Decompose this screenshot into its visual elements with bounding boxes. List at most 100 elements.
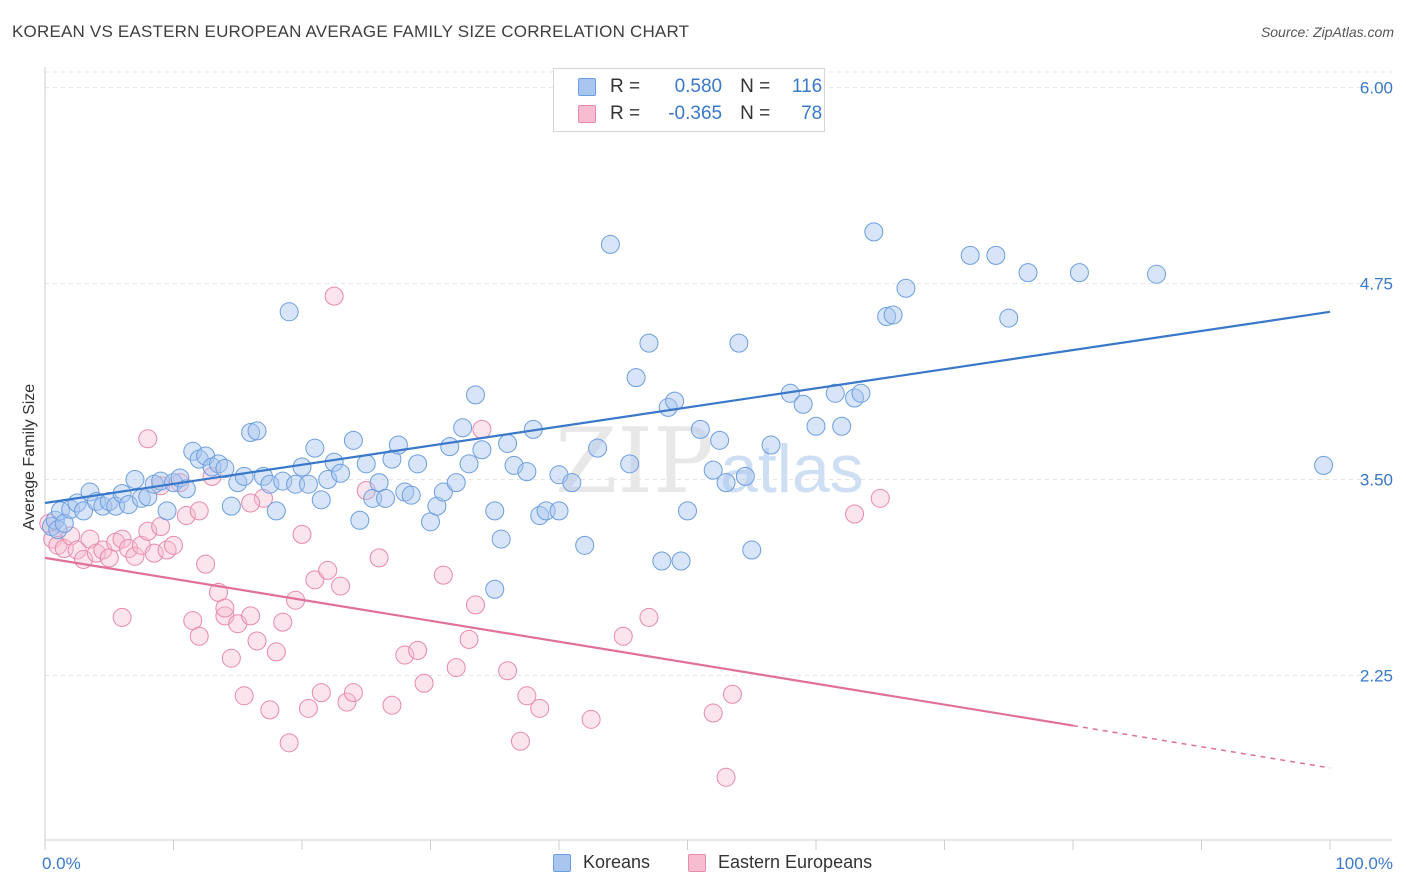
eastern-point <box>67 540 87 560</box>
eastern-point <box>343 683 363 703</box>
eastern-point <box>459 629 479 649</box>
korean-point <box>690 419 710 439</box>
korean-point <box>883 305 903 325</box>
eastern-point <box>581 709 601 729</box>
korean-point <box>440 437 460 457</box>
eastern-point <box>292 524 312 544</box>
korean-point <box>376 488 396 508</box>
eastern-point <box>112 529 132 549</box>
eastern-point <box>279 733 299 753</box>
legend-n-value: 116 <box>791 76 823 97</box>
legend: R = 0.580 N = 116 R = -0.365 N = 78 <box>553 68 825 132</box>
eastern-point <box>530 698 550 718</box>
eastern-point <box>234 686 254 706</box>
korean-point <box>588 438 608 458</box>
korean-point <box>356 454 376 474</box>
korean-point <box>183 441 203 461</box>
korean-point <box>896 278 916 298</box>
korean-point <box>292 457 312 477</box>
korean-point <box>382 449 402 469</box>
korean-point <box>742 540 762 560</box>
eastern-point <box>703 703 723 723</box>
korean-point <box>453 418 473 438</box>
korean-point <box>401 485 421 505</box>
eastern-point <box>144 543 164 563</box>
korean-point <box>408 454 428 474</box>
korean-point <box>311 490 331 510</box>
korean-point <box>298 474 318 494</box>
y-axis-label: Average Family Size <box>21 384 38 531</box>
korean-point <box>986 245 1006 265</box>
korean-point <box>832 416 852 436</box>
legend-r-label: R = <box>610 76 641 97</box>
eastern-point <box>189 501 209 521</box>
legend-row-eastern: R = -0.365 N = 78 <box>578 102 822 126</box>
bottom-legend-label: Koreans <box>583 852 651 872</box>
eastern-trend-line <box>44 556 1074 727</box>
korean-point <box>710 430 730 450</box>
legend-r-value: 0.580 <box>674 76 723 97</box>
y-tick-label: 3.50 <box>1360 471 1393 490</box>
legend-swatch-koreans <box>578 78 596 96</box>
korean-point <box>331 463 351 483</box>
bottom-swatch-koreans <box>553 853 571 872</box>
korean-point <box>485 501 505 521</box>
eastern-point <box>138 521 158 541</box>
eastern-point <box>247 631 267 651</box>
korean-point <box>793 394 813 414</box>
korean-point <box>999 308 1019 328</box>
legend-n-label: N = <box>740 76 771 97</box>
korean-point <box>350 510 370 530</box>
eastern-point <box>382 695 402 715</box>
korean-point <box>620 454 640 474</box>
eastern-point <box>273 612 293 632</box>
korean-point <box>864 222 884 242</box>
korean-point <box>678 501 697 521</box>
eastern-point <box>241 493 261 513</box>
eastern-point <box>215 598 235 618</box>
korean-point <box>247 421 267 441</box>
x-tick-label: 100.0% <box>1335 854 1393 873</box>
korean-point <box>260 474 280 494</box>
eastern-point <box>298 698 318 718</box>
axes <box>44 67 1392 850</box>
eastern-points <box>39 286 890 787</box>
eastern-point <box>498 661 518 681</box>
korean-point <box>1018 263 1038 283</box>
korean-point <box>485 579 505 599</box>
eastern-trend-extension <box>1072 724 1331 769</box>
eastern-point <box>221 648 241 668</box>
eastern-point <box>196 554 216 574</box>
korean-point <box>851 383 871 403</box>
legend-r-label: R = <box>610 103 641 124</box>
eastern-point <box>639 607 659 627</box>
korean-point <box>305 438 325 458</box>
korean-point <box>446 473 466 493</box>
trend-lines <box>44 310 1331 769</box>
eastern-point <box>510 731 530 751</box>
eastern-point <box>331 576 351 596</box>
korean-point <box>1314 455 1334 475</box>
eastern-point <box>870 488 890 508</box>
eastern-point <box>266 642 286 662</box>
korean-point <box>735 466 755 486</box>
eastern-point <box>253 488 273 508</box>
korean-point <box>74 501 94 521</box>
korean-point <box>273 471 293 491</box>
korean-point <box>575 535 595 555</box>
korean-point <box>825 383 845 403</box>
korean-point <box>54 513 74 533</box>
bottom-legend-eastern: Eastern Europeans <box>688 852 872 873</box>
korean-point <box>427 496 447 516</box>
korean-point <box>125 470 145 490</box>
eastern-point <box>318 560 338 580</box>
eastern-point <box>119 538 139 558</box>
eastern-point <box>189 626 209 646</box>
eastern-point <box>472 419 492 439</box>
source-label: Source: ZipAtlas.com <box>1260 24 1394 40</box>
eastern-point <box>305 570 325 590</box>
legend-row-koreans: R = 0.580 N = 116 <box>578 75 822 99</box>
eastern-point <box>465 595 485 615</box>
korean-point <box>703 460 723 480</box>
